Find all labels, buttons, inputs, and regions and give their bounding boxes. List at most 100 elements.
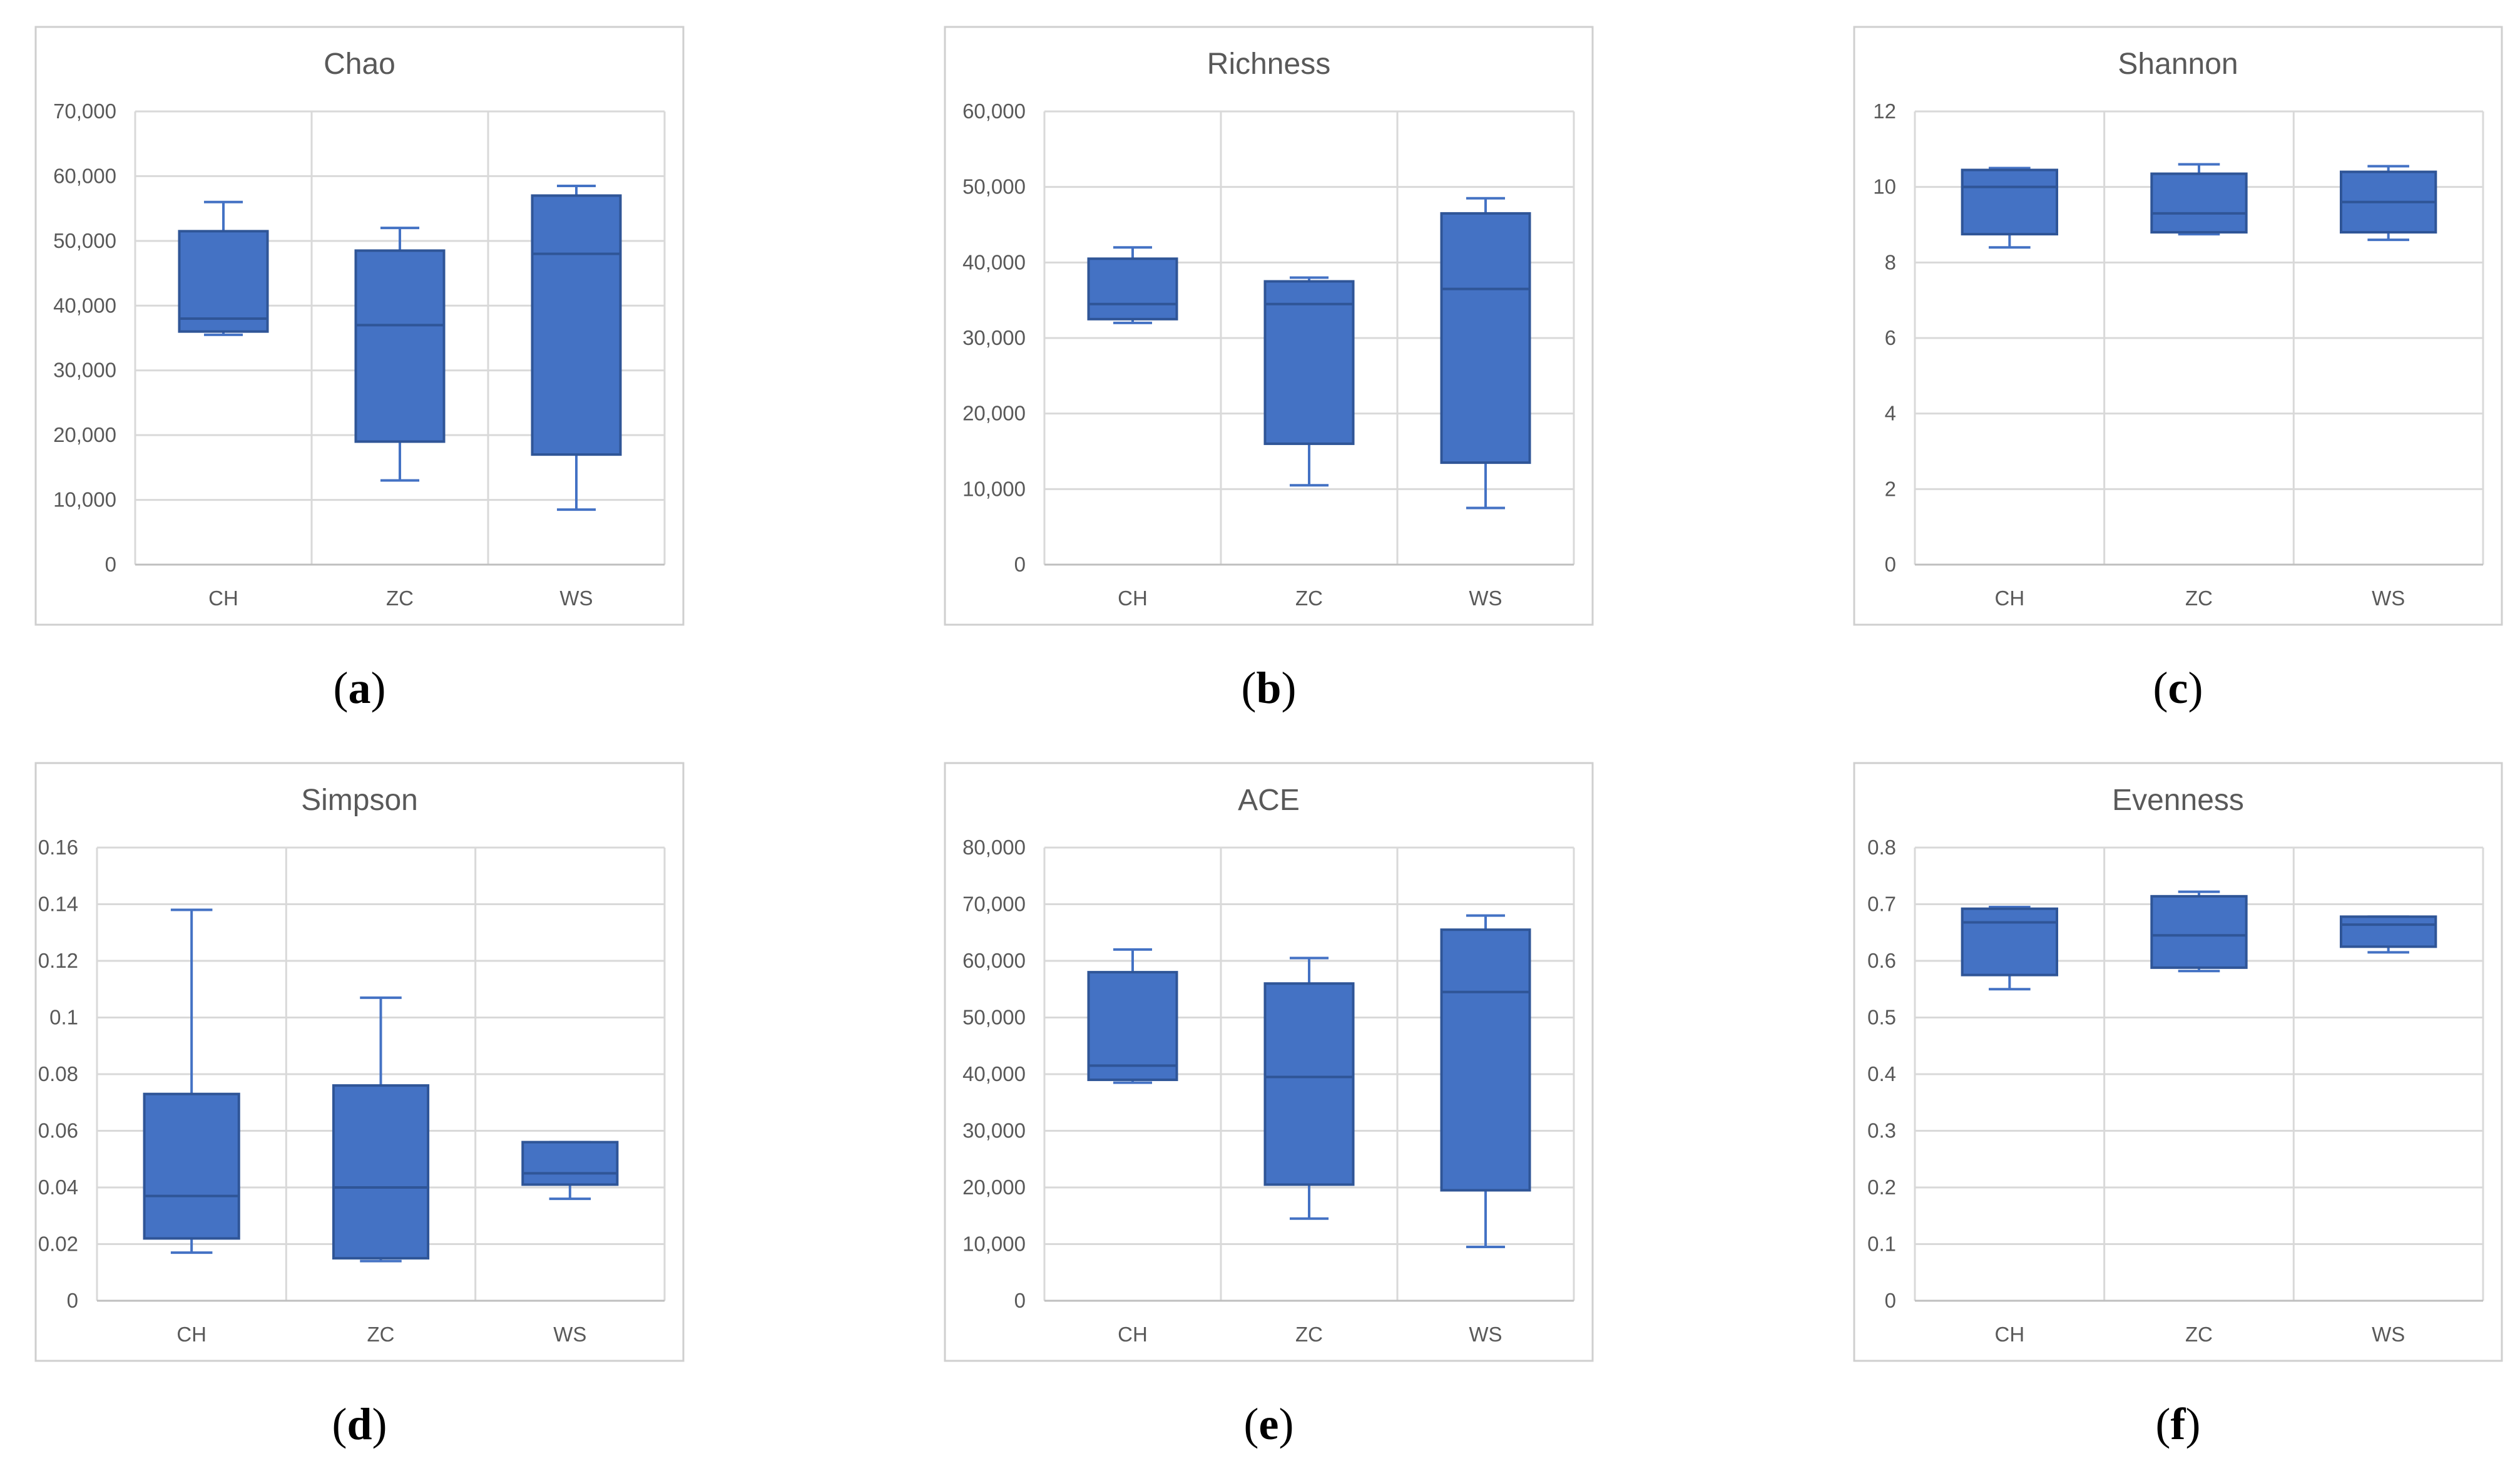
- chart-panel-b: 0 10,000 20,000 30,000 40,000 50,000 60,000 Ric…: [944, 26, 1594, 713]
- y-tick-label: 30,000: [53, 359, 116, 382]
- chart-panel-a: 0 10,000 20,000 30,000 40,000 50,000 60,000 70,…: [34, 26, 685, 713]
- box-zc: [1263, 956, 1355, 1220]
- chart-title: Simpson: [301, 784, 418, 817]
- y-tick-label: 10,000: [53, 488, 116, 511]
- y-tick-label: 0: [105, 553, 116, 576]
- y-tick-label: 50,000: [53, 229, 116, 252]
- chart-title: ACE: [1238, 784, 1300, 817]
- box-zc: [354, 227, 446, 482]
- y-tick-label: 60,000: [53, 164, 116, 187]
- box-ch: [1961, 167, 2059, 249]
- y-tick-label: 30,000: [962, 326, 1026, 349]
- y-tick-label: 0: [67, 1289, 78, 1312]
- x-tick-label: ZC: [386, 587, 414, 610]
- panel-caption: (a): [334, 663, 386, 713]
- x-tick-label: ZC: [2185, 1323, 2213, 1346]
- chart-panel-c: 0 2 4 6 8 10 12 Shannon CH ZC WS (c): [1853, 26, 2503, 713]
- y-tick-label: 0.8: [1867, 836, 1896, 859]
- y-tick-label: 4: [1885, 402, 1896, 425]
- y-tick-label: 40,000: [53, 294, 116, 317]
- y-tick-label: 0.1: [49, 1006, 78, 1029]
- iqr-box: [1961, 907, 2059, 977]
- x-tick-label: WS: [559, 587, 593, 610]
- iqr-box: [143, 1092, 240, 1240]
- y-tick-label: 20,000: [53, 423, 116, 446]
- panel-caption: (c): [2153, 663, 2203, 713]
- box-ch: [1087, 246, 1178, 324]
- box-ws: [531, 184, 622, 511]
- y-tick-label: 0.06: [38, 1119, 78, 1142]
- chart-panel-f: 0 0.1 0.2 0.3 0.4 0.5 0.6 0.7 0.8 Evenness CH ZC WS (…: [1853, 762, 2503, 1449]
- box-zc: [2150, 890, 2248, 973]
- y-tick-label: 0: [1885, 553, 1896, 576]
- y-tick-label: 0: [1014, 1289, 1026, 1312]
- box-ch: [1087, 948, 1178, 1084]
- box-ws: [2340, 165, 2437, 242]
- iqr-box: [2150, 895, 2248, 969]
- iqr-box: [1440, 212, 1531, 464]
- y-tick-label: 0.02: [38, 1233, 78, 1256]
- y-tick-label: 0.16: [38, 836, 78, 859]
- y-tick-label: 6: [1885, 326, 1896, 349]
- y-tick-label: 0.14: [38, 893, 78, 916]
- y-tick-label: 0.3: [1867, 1119, 1896, 1142]
- y-tick-label: 0: [1885, 1289, 1896, 1312]
- y-tick-label: 0.1: [1867, 1233, 1896, 1256]
- y-tick-label: 50,000: [962, 1006, 1026, 1029]
- x-tick-label: ZC: [2185, 587, 2213, 610]
- chart-title: Chao: [324, 48, 395, 81]
- iqr-box: [1263, 280, 1355, 445]
- iqr-box: [1087, 257, 1178, 320]
- y-tick-label: 0.6: [1867, 949, 1896, 972]
- y-tick-label: 70,000: [53, 100, 116, 123]
- box-zc: [2150, 163, 2248, 236]
- panel-caption: (e): [1244, 1399, 1294, 1449]
- y-tick-label: 12: [1873, 100, 1896, 123]
- box-ws: [521, 1141, 619, 1201]
- iqr-box: [1087, 971, 1178, 1082]
- panel-caption: (f): [2156, 1399, 2201, 1449]
- x-tick-label: WS: [1469, 587, 1502, 610]
- y-tick-label: 0.7: [1867, 893, 1896, 916]
- y-tick-label: 20,000: [962, 1176, 1026, 1199]
- y-tick-label: 20,000: [962, 402, 1026, 425]
- y-tick-label: 10,000: [962, 1233, 1026, 1256]
- y-tick-label: 0.4: [1867, 1062, 1896, 1085]
- box-zc: [332, 996, 430, 1263]
- chart-frame: [34, 762, 685, 1362]
- iqr-box: [1263, 982, 1355, 1186]
- y-tick-label: 0.04: [38, 1176, 78, 1199]
- x-tick-label: ZC: [1295, 587, 1323, 610]
- box-ws: [2340, 915, 2437, 954]
- x-tick-label: ZC: [367, 1323, 395, 1346]
- y-tick-label: 50,000: [962, 175, 1026, 198]
- y-tick-label: 40,000: [962, 250, 1026, 274]
- iqr-box: [354, 249, 446, 443]
- x-tick-label: CH: [1994, 1323, 2024, 1346]
- y-tick-label: 0.5: [1867, 1006, 1896, 1029]
- y-tick-label: 60,000: [962, 949, 1026, 972]
- panel-caption: (d): [332, 1399, 387, 1449]
- y-tick-label: 0.12: [38, 949, 78, 972]
- y-tick-label: 40,000: [962, 1062, 1026, 1085]
- box-ch: [178, 200, 269, 336]
- iqr-box: [178, 230, 269, 333]
- panel-caption: (b): [1241, 663, 1296, 713]
- y-tick-label: 0: [1014, 553, 1026, 576]
- iqr-box: [1440, 928, 1531, 1192]
- chart-panel-d: 0 0.02 0.04 0.06 0.08 0.1 0.12 0.14 0.16 Simpson C…: [34, 762, 685, 1449]
- chart-frame: [1853, 762, 2503, 1362]
- chart-title: Evenness: [2112, 784, 2244, 817]
- x-tick-label: ZC: [1295, 1323, 1323, 1346]
- chart-title: Richness: [1207, 48, 1330, 81]
- box-ws: [1440, 914, 1531, 1249]
- y-tick-label: 10,000: [962, 477, 1026, 500]
- y-tick-label: 0.08: [38, 1062, 78, 1085]
- iqr-box: [2340, 915, 2437, 948]
- y-tick-label: 30,000: [962, 1119, 1026, 1142]
- x-tick-label: CH: [1118, 1323, 1148, 1346]
- y-tick-label: 2: [1885, 477, 1896, 500]
- x-tick-label: WS: [553, 1323, 586, 1346]
- y-tick-label: 10: [1873, 175, 1896, 198]
